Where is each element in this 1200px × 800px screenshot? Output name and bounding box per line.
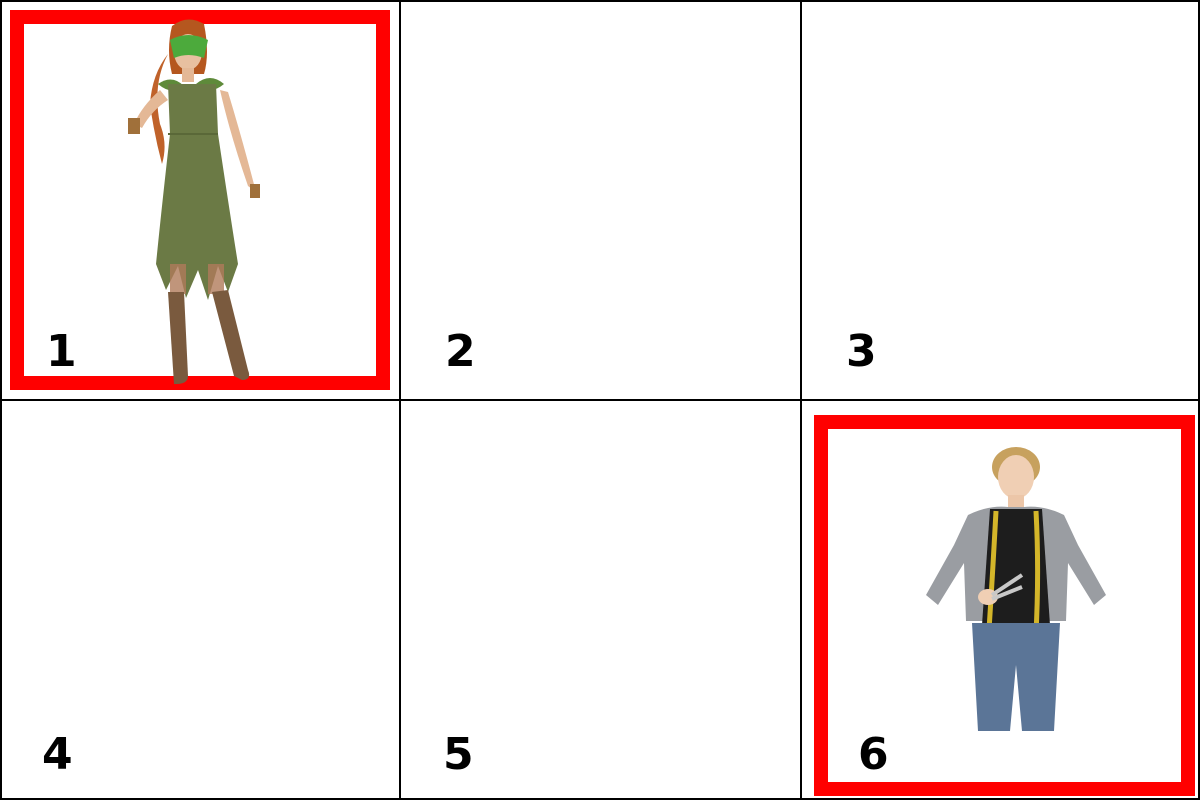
grid-tile-4[interactable]: 4 (2, 401, 401, 798)
grid-tile-3[interactable]: 3 (802, 2, 1198, 401)
tailor-woman-image (926, 447, 1106, 731)
grid-tile-6[interactable]: 6 (802, 401, 1198, 798)
tile-number: 1 (46, 326, 77, 377)
tile-number: 6 (858, 729, 889, 780)
tile-number: 2 (445, 326, 476, 377)
costume-woman-image (128, 19, 260, 384)
grid-tile-1[interactable]: 1 (2, 2, 401, 401)
grid-tile-2[interactable]: 2 (401, 2, 802, 401)
tile-number: 5 (443, 729, 474, 780)
tile-number: 4 (42, 729, 73, 780)
grid-tile-5[interactable]: 5 (401, 401, 802, 798)
tile-number: 3 (846, 326, 877, 377)
